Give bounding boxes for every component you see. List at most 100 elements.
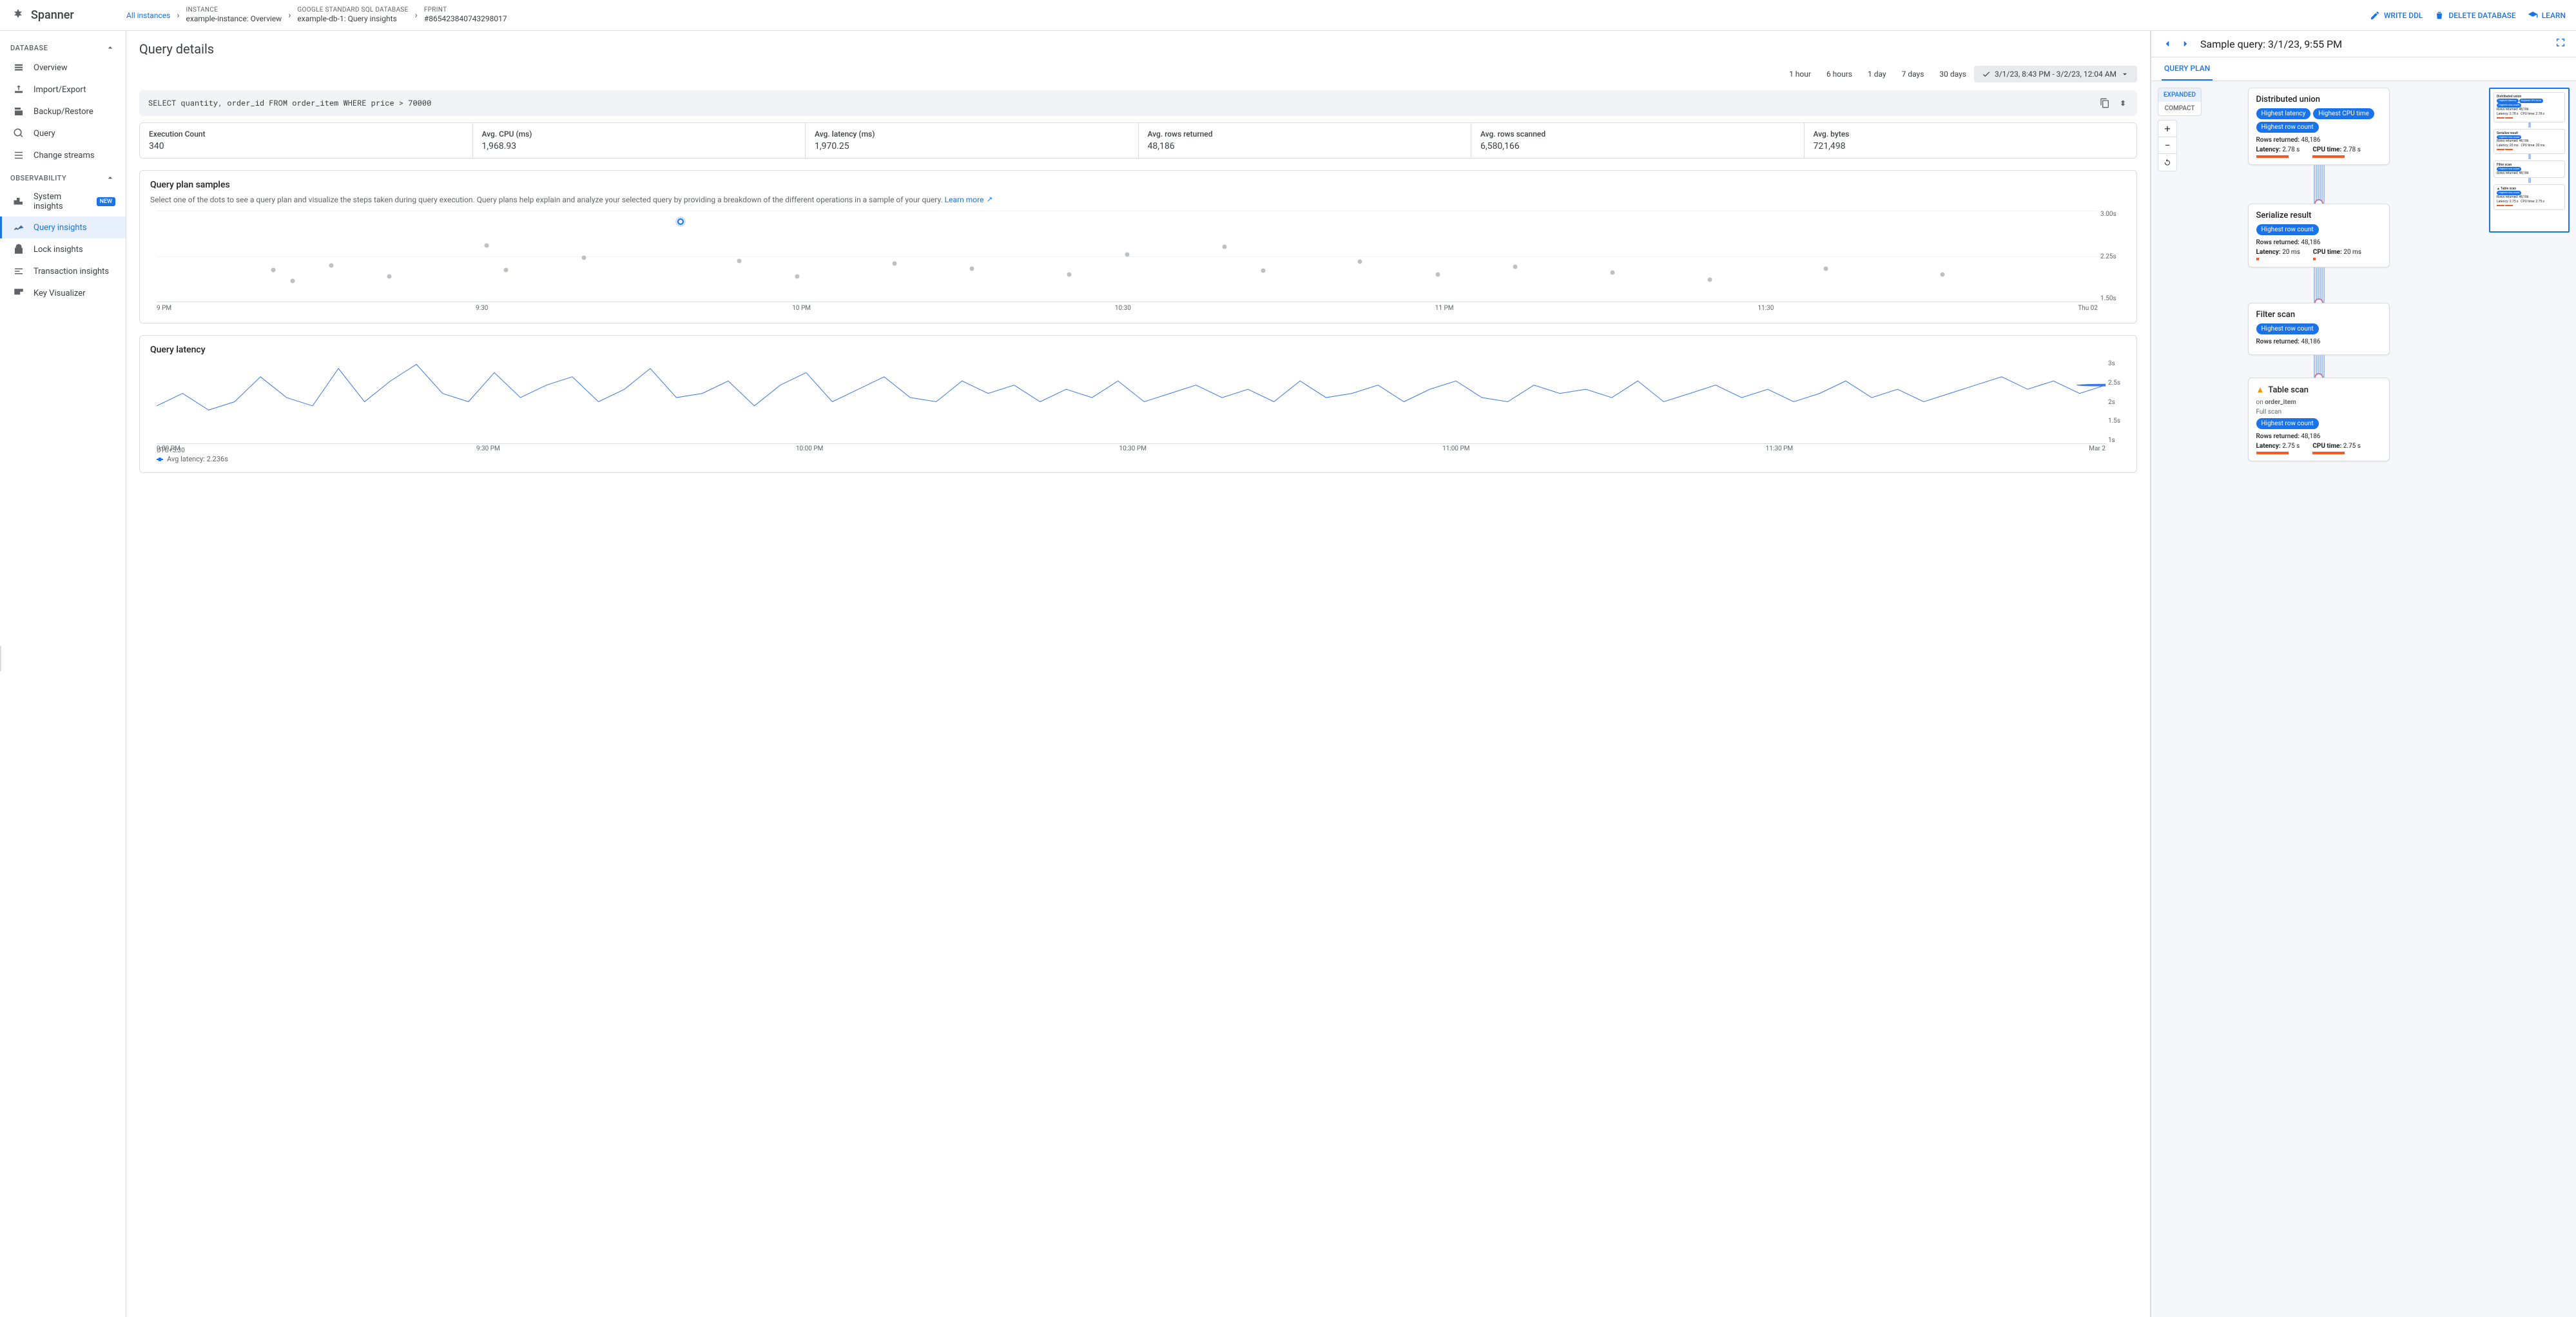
prev-sample-button[interactable] bbox=[2162, 38, 2173, 50]
next-sample-button[interactable] bbox=[2180, 38, 2191, 50]
fullscreen-icon[interactable] bbox=[2555, 37, 2566, 48]
sidebar-item-overview[interactable]: Overview bbox=[0, 57, 126, 79]
scatter-point[interactable] bbox=[1358, 259, 1362, 264]
stat-cell: Avg. latency (ms)1,970.25 bbox=[806, 123, 1139, 158]
stat-label: Avg. bytes bbox=[1814, 130, 2128, 139]
scatter-point[interactable] bbox=[329, 263, 334, 267]
x-tick-label: 10 PM bbox=[792, 305, 811, 314]
sidebar-item-import-export[interactable]: Import/Export bbox=[0, 79, 126, 101]
breadcrumb-database[interactable]: GOOGLE STANDARD SQL DATABASE example-db-… bbox=[297, 6, 408, 24]
sidebar-item-transaction-insights[interactable]: Transaction insights bbox=[0, 260, 126, 282]
plan-node-title: Serialize result bbox=[2256, 211, 2381, 220]
time-tab-1-day[interactable]: 1 day bbox=[1860, 66, 1894, 82]
plan-node-filter-scan[interactable]: Filter scanHighest row countRows returne… bbox=[2248, 303, 2390, 355]
breadcrumb-all-instances[interactable]: All instances bbox=[126, 11, 170, 20]
time-tab-6-hours[interactable]: 6 hours bbox=[1819, 66, 1860, 82]
expanded-toggle[interactable]: EXPANDED bbox=[2158, 88, 2201, 102]
scatter-point[interactable] bbox=[1067, 272, 1071, 276]
refresh-icon bbox=[2163, 158, 2172, 167]
sidebar-item-key-visualizer[interactable]: Key Visualizer bbox=[0, 282, 126, 304]
plan-rows-returned: Rows returned: 48,186 bbox=[2256, 433, 2381, 440]
sidebar-item-system-insights[interactable]: System insightsNEW bbox=[0, 187, 126, 216]
scatter-point[interactable] bbox=[1611, 270, 1615, 274]
plan-connector: ⌄ bbox=[2313, 267, 2325, 303]
scatter-point[interactable] bbox=[892, 261, 896, 265]
sidebar-section-observability[interactable]: OBSERVABILITY bbox=[0, 166, 126, 187]
scatter-point[interactable] bbox=[1125, 252, 1130, 256]
y-tick-label: 2s bbox=[2108, 399, 2126, 406]
scatter-point[interactable] bbox=[1941, 272, 1945, 276]
plan-node-title: Distributed union bbox=[2256, 95, 2381, 104]
custom-time-range-button[interactable]: 3/1/23, 8:43 PM - 3/2/23, 12:04 AM bbox=[1974, 66, 2137, 82]
scatter-point[interactable] bbox=[581, 256, 586, 260]
scatter-point[interactable] bbox=[795, 274, 799, 278]
plan-panel-header: Sample query: 3/1/23, 9:55 PM bbox=[2151, 31, 2576, 57]
scatter-point[interactable] bbox=[970, 267, 974, 271]
copy-icon[interactable] bbox=[2100, 98, 2110, 108]
stat-label: Avg. rows scanned bbox=[1480, 130, 1795, 139]
delete-database-button[interactable]: DELETE DATABASE bbox=[2434, 10, 2515, 21]
scatter-point[interactable] bbox=[485, 243, 489, 247]
stat-label: Avg. latency (ms) bbox=[815, 130, 1129, 139]
zoom-controls: + − bbox=[2158, 120, 2177, 171]
y-tick-label: 3.00s bbox=[2100, 211, 2126, 218]
expand-icon[interactable] bbox=[2118, 98, 2128, 108]
scatter-point[interactable] bbox=[1261, 269, 1265, 273]
plan-latency: Latency: 20 ms bbox=[2256, 249, 2300, 260]
plan-minimap[interactable]: Distributed unionHighest latencyHighest … bbox=[2489, 88, 2570, 233]
scatter-point[interactable] bbox=[1222, 245, 1226, 249]
plan-rows-returned: Rows returned: 48,186 bbox=[2256, 239, 2381, 246]
scatter-point[interactable] bbox=[271, 267, 275, 272]
plan-pill: Highest row count bbox=[2256, 224, 2319, 235]
sidebar-item-query-insights[interactable]: Query insights bbox=[0, 216, 126, 238]
sidebar-icon bbox=[13, 244, 24, 255]
view-mode-toggle: EXPANDED COMPACT bbox=[2158, 88, 2202, 116]
plan-node-title: ▲Table scan bbox=[2256, 385, 2381, 395]
scatter-point[interactable] bbox=[677, 218, 684, 225]
stat-cell: Avg. bytes721,498 bbox=[1805, 123, 2137, 158]
plan-node-serialize-result[interactable]: Serialize result Highest row count Rows re… bbox=[2248, 204, 2390, 267]
plan-samples-scatter-chart[interactable]: 3.00s2.25s1.50s 9 PM9:3010 PM10:3011 PM1… bbox=[150, 211, 2126, 314]
zoom-reset-button[interactable] bbox=[2158, 154, 2176, 171]
time-tab-1-hour[interactable]: 1 hour bbox=[1781, 66, 1819, 82]
learn-button[interactable]: LEARN bbox=[2528, 10, 2566, 21]
scatter-point[interactable] bbox=[737, 258, 741, 263]
plan-node-table-scan[interactable]: ▲Table scanon order_itemFull scanHighest… bbox=[2248, 378, 2390, 461]
minimap-node: Serialize resultHighest row countRows re… bbox=[2494, 129, 2565, 155]
sidebar-section-database[interactable]: DATABASE bbox=[0, 36, 126, 57]
scatter-point[interactable] bbox=[290, 278, 295, 283]
x-tick-label: 10:00 PM bbox=[796, 445, 823, 454]
plan-node-title: Filter scan bbox=[2256, 310, 2381, 320]
query-latency-line-chart[interactable]: 3s2.5s2s1.5s1s 9:00 PM9:30 PM10:00 PM10:… bbox=[150, 360, 2126, 463]
scatter-point[interactable] bbox=[1435, 272, 1440, 276]
scatter-point[interactable] bbox=[387, 274, 392, 278]
breadcrumb-instance[interactable]: INSTANCE example-instance: Overview bbox=[186, 6, 282, 24]
time-tab-7-days[interactable]: 7 days bbox=[1894, 66, 1932, 82]
query-plan-samples-card: Query plan samples Select one of the dot… bbox=[139, 170, 2137, 323]
sidebar-item-backup-restore[interactable]: Backup/Restore bbox=[0, 101, 126, 122]
zoom-in-button[interactable]: + bbox=[2158, 120, 2176, 137]
sidebar-item-change-streams[interactable]: Change streams bbox=[0, 144, 126, 166]
compact-toggle[interactable]: COMPACT bbox=[2158, 102, 2201, 115]
plan-tabs: QUERY PLAN bbox=[2151, 57, 2576, 81]
sidebar-item-label: Backup/Restore bbox=[34, 107, 93, 117]
stat-value: 1,968.93 bbox=[482, 141, 797, 151]
sidebar-item-query[interactable]: Query bbox=[0, 122, 126, 144]
zoom-out-button[interactable]: − bbox=[2158, 137, 2176, 154]
tab-query-plan[interactable]: QUERY PLAN bbox=[2162, 57, 2213, 81]
sidebar-item-lock-insights[interactable]: Lock insights bbox=[0, 238, 126, 260]
scatter-point[interactable] bbox=[1707, 278, 1712, 282]
product-name: Spanner bbox=[31, 8, 74, 22]
plan-canvas[interactable]: EXPANDED COMPACT + − Distributed unionHi… bbox=[2151, 81, 2576, 1317]
scatter-point[interactable] bbox=[1824, 267, 1828, 271]
check-icon bbox=[1982, 70, 1991, 79]
write-ddl-button[interactable]: WRITE DDL bbox=[2370, 10, 2423, 21]
scatter-point[interactable] bbox=[504, 267, 508, 272]
product-logo[interactable]: Spanner bbox=[10, 8, 126, 23]
scatter-point[interactable] bbox=[1513, 265, 1518, 269]
plan-node-distributed-union[interactable]: Distributed unionHighest latencyHighest … bbox=[2248, 88, 2390, 165]
time-tab-30-days[interactable]: 30 days bbox=[1932, 66, 1974, 82]
timezone-label: UTC+5:30 bbox=[157, 447, 185, 454]
learn-more-link[interactable]: Learn more bbox=[945, 195, 993, 204]
breadcrumb-fprint: FPRINT #865423840743298017 bbox=[424, 6, 507, 24]
